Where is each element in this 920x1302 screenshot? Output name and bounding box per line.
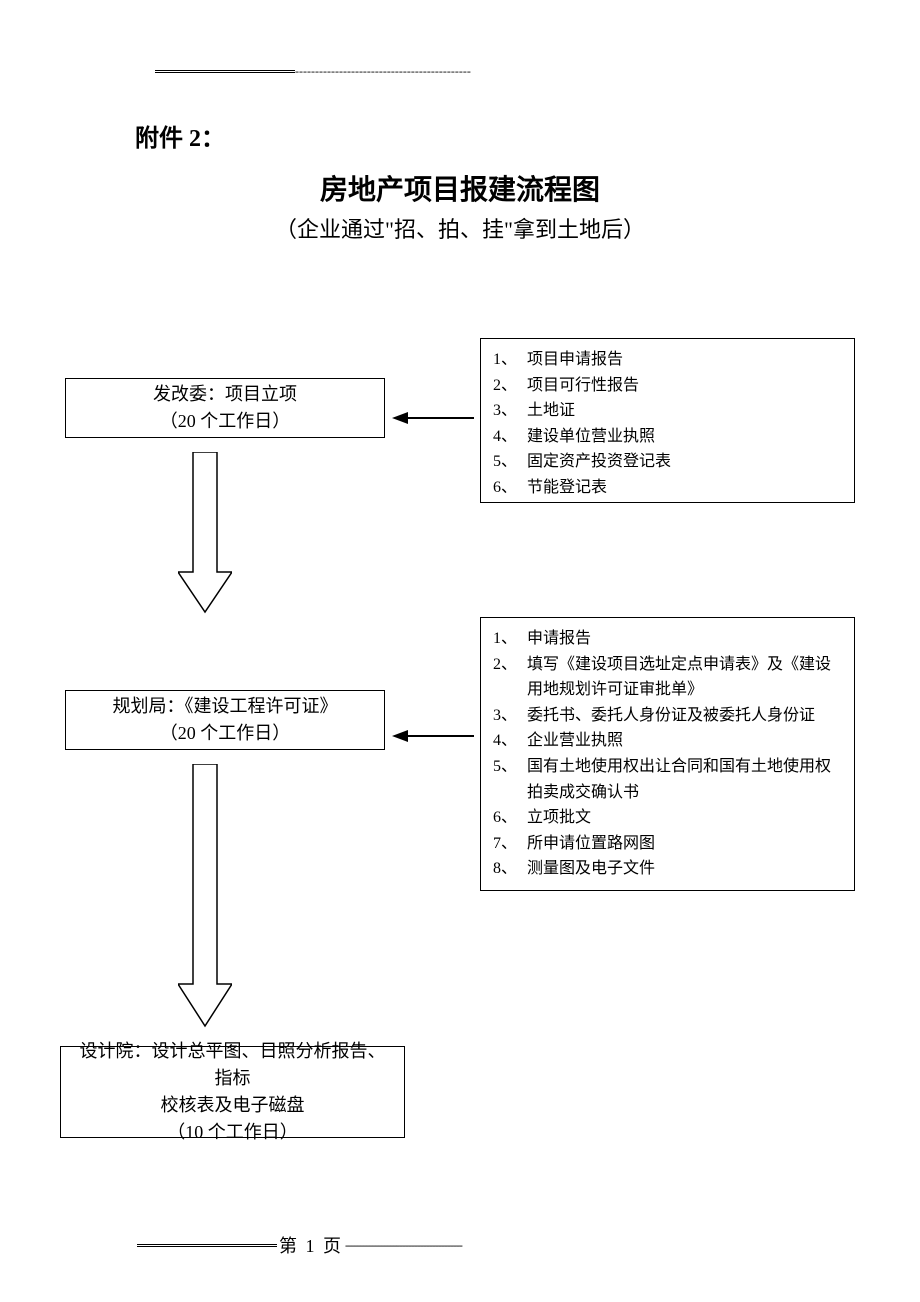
step2-requirements: 1、申请报告 2、填写《建设项目选址定点申请表》及《建设用地规划许可证审批单》 … [480, 617, 855, 891]
attachment-label: 附件 2： [135, 118, 225, 153]
step1-req-list: 1、项目申请报告 2、项目可行性报告 3、土地证 4、建设单位营业执照 5、固定… [493, 347, 842, 501]
step1-down-arrow [178, 452, 232, 617]
step1-req-item: 4、建设单位营业执照 [493, 424, 842, 450]
step1-line2: （20 个工作日） [160, 408, 291, 435]
step3-line2: 校核表及电子磁盘 [161, 1092, 305, 1119]
step2-req-item: 7、所申请位置路网图 [493, 831, 842, 857]
step1-line1: 发改委：项目立项 [153, 381, 297, 408]
step1-req-item: 5、固定资产投资登记表 [493, 449, 842, 475]
page-footer: 第 1 页 ----------------------------------… [137, 1232, 462, 1258]
step1-requirements: 1、项目申请报告 2、项目可行性报告 3、土地证 4、建设单位营业执照 5、固定… [480, 338, 855, 503]
footer-dashes: --------------------------------------- [345, 1238, 462, 1253]
step2-req-item: 8、测量图及电子文件 [493, 856, 842, 882]
step1-left-arrow [392, 408, 477, 428]
step2-down-arrow [178, 764, 232, 1032]
footer-rule-left [137, 1244, 277, 1247]
step3-line1: 设计院：设计总平图、日照分析报告、指标 [71, 1038, 394, 1092]
step2-req-item: 6、立项批文 [493, 805, 842, 831]
step2-left-arrow [392, 726, 477, 746]
main-title: 房地产项目报建流程图 [0, 168, 920, 208]
step2-req-item: 2、填写《建设项目选址定点申请表》及《建设用地规划许可证审批单》 [493, 652, 842, 703]
step2-req-item: 5、国有土地使用权出让合同和国有土地使用权拍卖成交确认书 [493, 754, 842, 805]
step1-req-item: 3、土地证 [493, 398, 842, 424]
step2-req-item: 4、企业营业执照 [493, 728, 842, 754]
subtitle: （企业通过"招、拍、挂"拿到土地后） [0, 212, 920, 244]
step2-box: 规划局：《建设工程许可证》 （20 个工作日） [65, 690, 385, 750]
step2-line2: （20 个工作日） [160, 720, 291, 747]
step2-req-item: 3、委托书、委托人身份证及被委托人身份证 [493, 703, 842, 729]
header-rule: ----------------------------------------… [155, 70, 585, 72]
step2-req-list: 1、申请报告 2、填写《建设项目选址定点申请表》及《建设用地规划许可证审批单》 … [493, 626, 842, 882]
step1-req-item: 6、节能登记表 [493, 475, 842, 501]
page: ----------------------------------------… [0, 0, 920, 1302]
footer-page-label: 第 1 页 [279, 1232, 343, 1258]
step1-req-item: 2、项目可行性报告 [493, 373, 842, 399]
header-rule-left [155, 70, 295, 73]
header-rule-dashes: ----------------------------------------… [295, 64, 471, 79]
step1-box: 发改委：项目立项 （20 个工作日） [65, 378, 385, 438]
step2-req-item: 1、申请报告 [493, 626, 842, 652]
step3-box: 设计院：设计总平图、日照分析报告、指标 校核表及电子磁盘 （10 个工作日） [60, 1046, 405, 1138]
step3-line3: （10 个工作日） [167, 1119, 298, 1146]
step2-line1: 规划局：《建设工程许可证》 [113, 693, 338, 720]
step1-req-item: 1、项目申请报告 [493, 347, 842, 373]
